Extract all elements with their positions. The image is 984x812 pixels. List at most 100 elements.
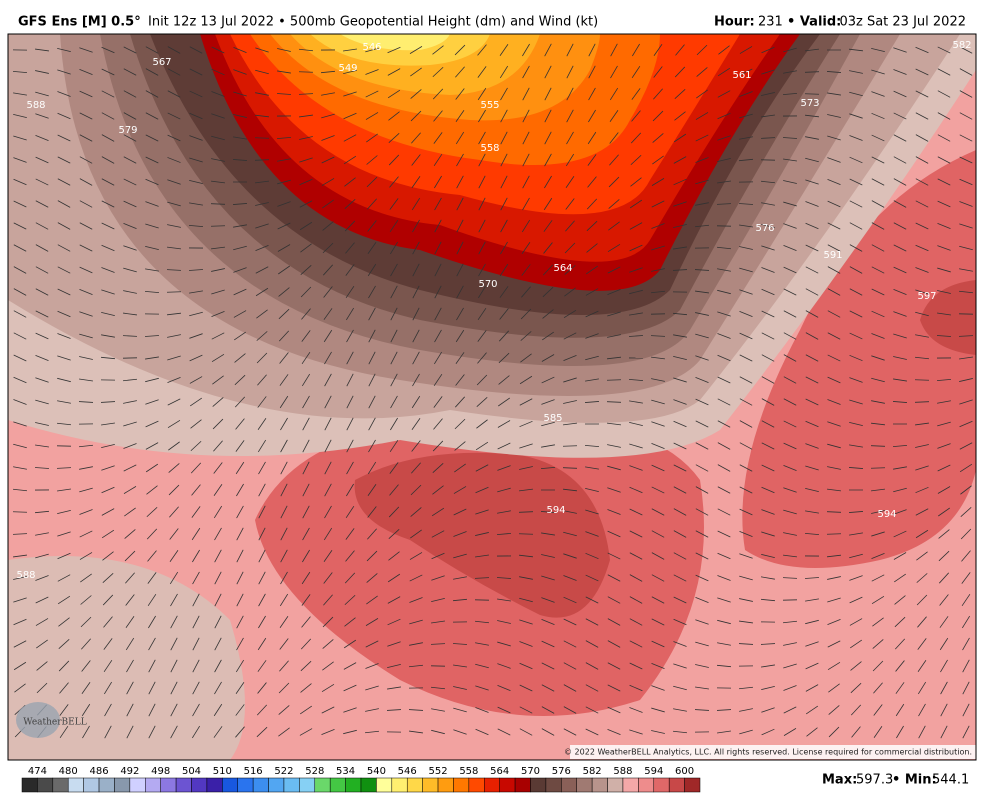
min-label: • Min: (892, 773, 937, 788)
colorbar-segment (685, 778, 700, 792)
colorbar-segment (238, 778, 253, 792)
contour-label: 567 (152, 57, 171, 68)
colorbar-label: 540 (367, 766, 386, 777)
colorbar-segment (608, 778, 623, 792)
colorbar-segment (361, 778, 376, 792)
contour-label: 576 (755, 223, 774, 234)
colorbar-label: 576 (552, 766, 571, 777)
colorbar-segment (654, 778, 669, 792)
colorbar-label: 492 (120, 766, 139, 777)
colorbar-segment (130, 778, 145, 792)
colorbar-segment (99, 778, 114, 792)
colorbar-segment (299, 778, 314, 792)
colorbar-segment (438, 778, 453, 792)
contour-label: 594 (877, 509, 896, 520)
contour-label: 594 (546, 505, 565, 516)
map: 567 546 549 555 558 561 573 564 570 576 579 588 582 5… (8, 34, 976, 760)
colorbar-segment (284, 778, 299, 792)
colorbar-segment (376, 778, 391, 792)
colorbar-label: 588 (613, 766, 632, 777)
colorbar-label: 564 (490, 766, 509, 777)
barb (563, 446, 577, 447)
colorbar-segment (469, 778, 484, 792)
colorbar-segment (269, 778, 284, 792)
colorbar-label: 600 (675, 766, 694, 777)
colorbar-segment (330, 778, 345, 792)
contour-label: 582 (952, 40, 971, 51)
barb (211, 226, 225, 227)
colorbar-label: 498 (151, 766, 170, 777)
colorbar-segment (346, 778, 361, 792)
contour-label: 579 (118, 125, 137, 136)
colorbar-label: 558 (459, 766, 478, 777)
contour-label: 558 (480, 143, 499, 154)
min: 544.1 (932, 773, 969, 788)
colorbar-segment (392, 778, 407, 792)
colorbar-segment (500, 778, 515, 792)
colorbar-segment (68, 778, 83, 792)
valid-label: • Valid: (787, 15, 841, 30)
colorbar-segment (114, 778, 129, 792)
contour-label: 591 (823, 250, 842, 261)
colorbar-segment (423, 778, 438, 792)
contour-label: 546 (362, 42, 381, 53)
hour: 231 (758, 15, 783, 30)
max-label: Max: (822, 773, 857, 788)
colorbar-segment (207, 778, 222, 792)
colorbar-label: 480 (59, 766, 78, 777)
contour-label: 585 (543, 413, 562, 424)
colorbar-segment (669, 778, 684, 792)
colorbar-segment (176, 778, 191, 792)
valid: 03z Sat 23 Jul 2022 (839, 15, 966, 30)
colorbar-segment (222, 778, 237, 792)
colorbar-segment (53, 778, 68, 792)
colorbar-segment (253, 778, 268, 792)
contour-label: 564 (553, 263, 572, 274)
colorbar-segment (577, 778, 592, 792)
contour-label: 549 (338, 63, 357, 74)
colorbar-segment (561, 778, 576, 792)
colorbar-label: 474 (28, 766, 47, 777)
colorbar-label: 516 (244, 766, 263, 777)
colorbar-segment (37, 778, 52, 792)
colorbar-segment (407, 778, 422, 792)
colorbar-label: 522 (274, 766, 293, 777)
colorbar-segment (638, 778, 653, 792)
colorbar-label: 570 (521, 766, 540, 777)
colorbar-label: 594 (644, 766, 663, 777)
contour-label: 573 (800, 98, 819, 109)
colorbar-label: 552 (428, 766, 447, 777)
contour-label: 555 (480, 100, 499, 111)
contour-label: 561 (732, 70, 751, 81)
colorbar-label: 504 (182, 766, 201, 777)
colorbar-label: 510 (213, 766, 232, 777)
colorbar-segment (531, 778, 546, 792)
copyright: © 2022 WeatherBELL Analytics, LLC. All r… (564, 748, 972, 757)
colorbar-label: 546 (398, 766, 417, 777)
colorbar-segment (484, 778, 499, 792)
colorbar-segment (22, 778, 37, 792)
colorbar-segment (192, 778, 207, 792)
colorbar-segment (453, 778, 468, 792)
colorbar-label: 582 (583, 766, 602, 777)
contour-label: 570 (478, 279, 497, 290)
contour-label: 588 (16, 570, 35, 581)
model: GFS Ens [M] 0.5° (18, 15, 141, 30)
colorbar-segment (161, 778, 176, 792)
hour-label: Hour: (714, 15, 755, 30)
contour-label: 588 (26, 100, 45, 111)
barb (871, 468, 885, 469)
colorbar-label: 528 (305, 766, 324, 777)
colorbar-segment (515, 778, 530, 792)
colorbar-label: 534 (336, 766, 355, 777)
max: 597.3 (856, 773, 893, 788)
barb (255, 138, 269, 139)
colorbar-label: 486 (89, 766, 108, 777)
colorbar-segment (315, 778, 330, 792)
contour-label: 597 (917, 291, 936, 302)
colorbar: 474 480 486 492 498 504 510 516 522 528 534 540 546 5… (22, 766, 700, 792)
colorbar-segment (546, 778, 561, 792)
colorbar-segment (145, 778, 160, 792)
